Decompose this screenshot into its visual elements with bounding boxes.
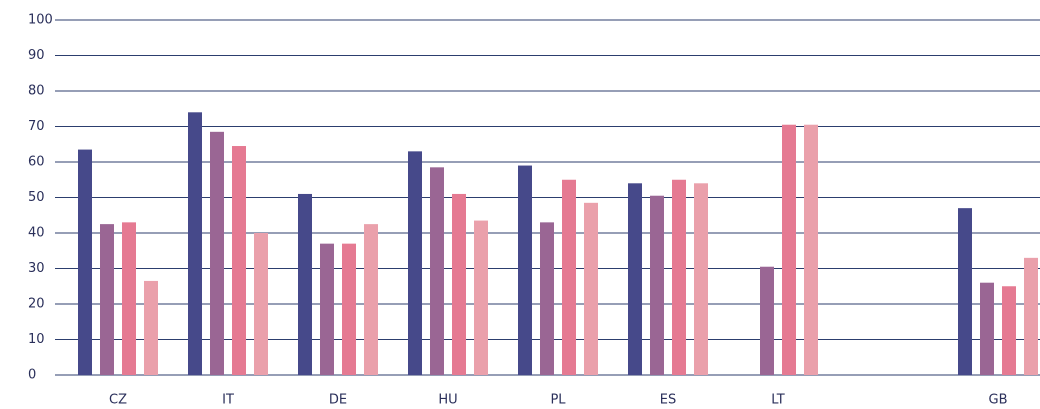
- bar: [430, 167, 444, 375]
- bar: [760, 266, 774, 375]
- x-tick-label: ES: [660, 393, 676, 408]
- x-tick-label: CZ: [109, 393, 127, 408]
- y-tick-label: 80: [28, 84, 45, 99]
- bar: [584, 202, 598, 375]
- bar: [958, 208, 972, 375]
- y-tick-label: 0: [28, 368, 36, 383]
- bar: [210, 131, 224, 375]
- bar: [408, 151, 422, 375]
- bar: [320, 243, 334, 375]
- y-tick-label: 40: [28, 226, 45, 241]
- bar: [628, 183, 642, 375]
- x-tick-label: DE: [329, 393, 347, 408]
- y-tick-label: 70: [28, 119, 45, 134]
- bar: [1024, 257, 1038, 375]
- bar: [364, 224, 378, 375]
- bar: [254, 233, 268, 375]
- bar: [78, 149, 92, 375]
- bar: [518, 165, 532, 375]
- bar: [562, 179, 576, 375]
- bar: [144, 280, 158, 375]
- y-tick-label: 30: [28, 261, 45, 276]
- bar: [342, 243, 356, 375]
- x-tick-label: PL: [550, 393, 566, 408]
- x-tick-label: HU: [438, 393, 457, 408]
- y-tick-label: 60: [28, 155, 45, 170]
- bar: [980, 282, 994, 375]
- bar: [452, 193, 466, 375]
- x-tick-label: LT: [771, 393, 784, 408]
- bar: [804, 124, 818, 375]
- y-tick-label: 10: [28, 332, 45, 347]
- x-tick-label: GB: [989, 393, 1008, 408]
- bar: [540, 222, 554, 375]
- bar: [298, 193, 312, 375]
- y-tick-label: 50: [28, 190, 45, 205]
- y-tick-label: 90: [28, 48, 45, 63]
- y-tick-label: 100: [28, 13, 53, 28]
- bar: [782, 124, 796, 375]
- bar: [100, 224, 114, 375]
- bar: [672, 179, 686, 375]
- bar: [232, 146, 246, 375]
- x-tick-label: IT: [222, 393, 234, 408]
- bar: [122, 222, 136, 375]
- bar: [1002, 286, 1016, 375]
- bar: [474, 220, 488, 375]
- bar: [650, 195, 664, 375]
- y-tick-label: 20: [28, 297, 45, 312]
- bar: [694, 183, 708, 375]
- bar: [188, 112, 202, 376]
